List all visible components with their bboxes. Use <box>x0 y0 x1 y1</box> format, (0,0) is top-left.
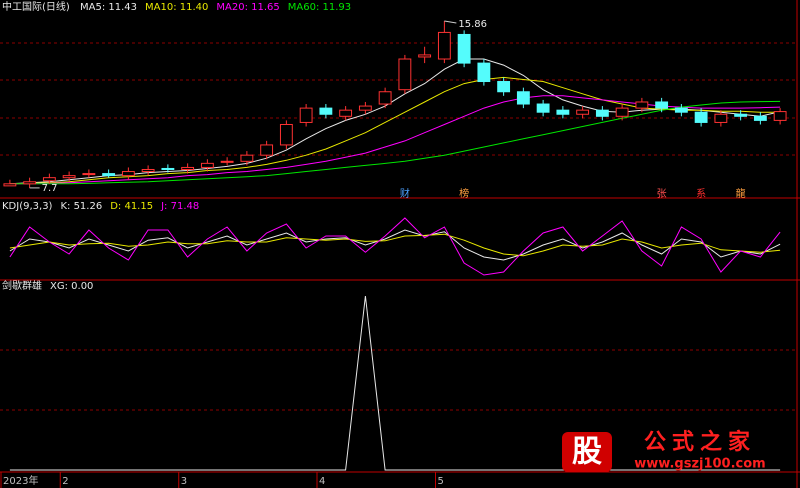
x-tick-label: 3 <box>181 476 187 487</box>
legend-entry: MA5: 11.43 <box>80 2 137 13</box>
candle-body <box>674 107 688 113</box>
candle-body <box>62 175 76 179</box>
legend-entry: MA60: 11.93 <box>288 2 351 13</box>
site-name: 公式之家 <box>644 429 756 455</box>
candle-body <box>121 171 135 177</box>
candle-body <box>773 111 787 121</box>
legend-entry: MA20: 11.65 <box>216 2 279 13</box>
candle-body <box>141 168 155 173</box>
watermark: 股 公式之家 www.gszj100.com <box>562 429 766 472</box>
candle-body <box>240 154 254 162</box>
event-tag: 财 <box>400 187 410 200</box>
line-series <box>9 58 781 185</box>
callout-line <box>444 20 457 24</box>
candle-body <box>42 177 56 182</box>
candle-body <box>714 113 728 123</box>
event-tag: 系 <box>696 188 706 200</box>
candle-body <box>437 31 451 60</box>
candle-body <box>260 144 274 156</box>
panel-title: 剑歇群雄 <box>2 279 42 292</box>
stock-title: 中工国际(日线) <box>2 0 70 13</box>
legend-entry: J: 71.48 <box>160 201 199 212</box>
legend-entry: K: 51.26 <box>60 201 102 212</box>
candle-body <box>161 167 175 170</box>
candle-body <box>694 111 708 123</box>
candle-body <box>576 109 590 115</box>
event-tag: 榜 <box>459 187 469 200</box>
candle-body <box>595 109 609 117</box>
candle-body <box>319 107 333 115</box>
site-url: www.gszj100.com <box>634 457 765 472</box>
candle-body <box>339 109 353 117</box>
candle-body <box>378 91 392 105</box>
x-tick-label: 4 <box>319 476 325 487</box>
candle-body <box>536 103 550 113</box>
high-label: 15.86 <box>458 19 487 30</box>
x-tick-label: 5 <box>438 476 444 487</box>
candle-body <box>220 160 234 163</box>
event-tag: 张 <box>657 188 667 200</box>
candle-body <box>635 101 649 109</box>
candle-body <box>82 173 96 176</box>
candle-body <box>181 166 195 170</box>
logo-text: 股 <box>572 435 602 470</box>
candle-body <box>477 62 491 83</box>
candle-body <box>279 123 293 146</box>
line-series <box>9 295 781 471</box>
line-series <box>9 76 781 185</box>
candle-body <box>418 54 432 58</box>
x-tick-label: 2 <box>62 476 68 487</box>
legend-entry: D: 41.15 <box>110 201 153 212</box>
event-tag: 龍 <box>736 187 746 200</box>
candle-body <box>615 107 629 117</box>
candle-body <box>200 162 214 168</box>
legend-entry: MA10: 11.40 <box>145 2 208 13</box>
line-series <box>9 100 781 185</box>
candle-body <box>556 109 570 115</box>
candle-body <box>102 173 116 177</box>
candle-body <box>457 33 471 64</box>
low-label: 7.7 <box>42 183 58 194</box>
line-series <box>9 95 781 185</box>
candle-body <box>398 58 412 91</box>
logo-box <box>562 432 612 472</box>
candle-body <box>23 181 37 185</box>
candle-body <box>655 101 669 109</box>
candle-body <box>753 115 767 121</box>
candle-body <box>3 183 17 187</box>
candle-body <box>358 105 372 111</box>
candle-body <box>299 107 313 123</box>
candle-body <box>734 113 748 117</box>
line-series <box>9 217 781 276</box>
legend-entry: XG: 0.00 <box>50 281 93 292</box>
x-tick-label: 2023年 <box>3 474 38 487</box>
candle-body <box>497 81 511 93</box>
candle-body <box>516 91 530 105</box>
panel-title: KDJ(9,3,3) <box>2 201 53 212</box>
